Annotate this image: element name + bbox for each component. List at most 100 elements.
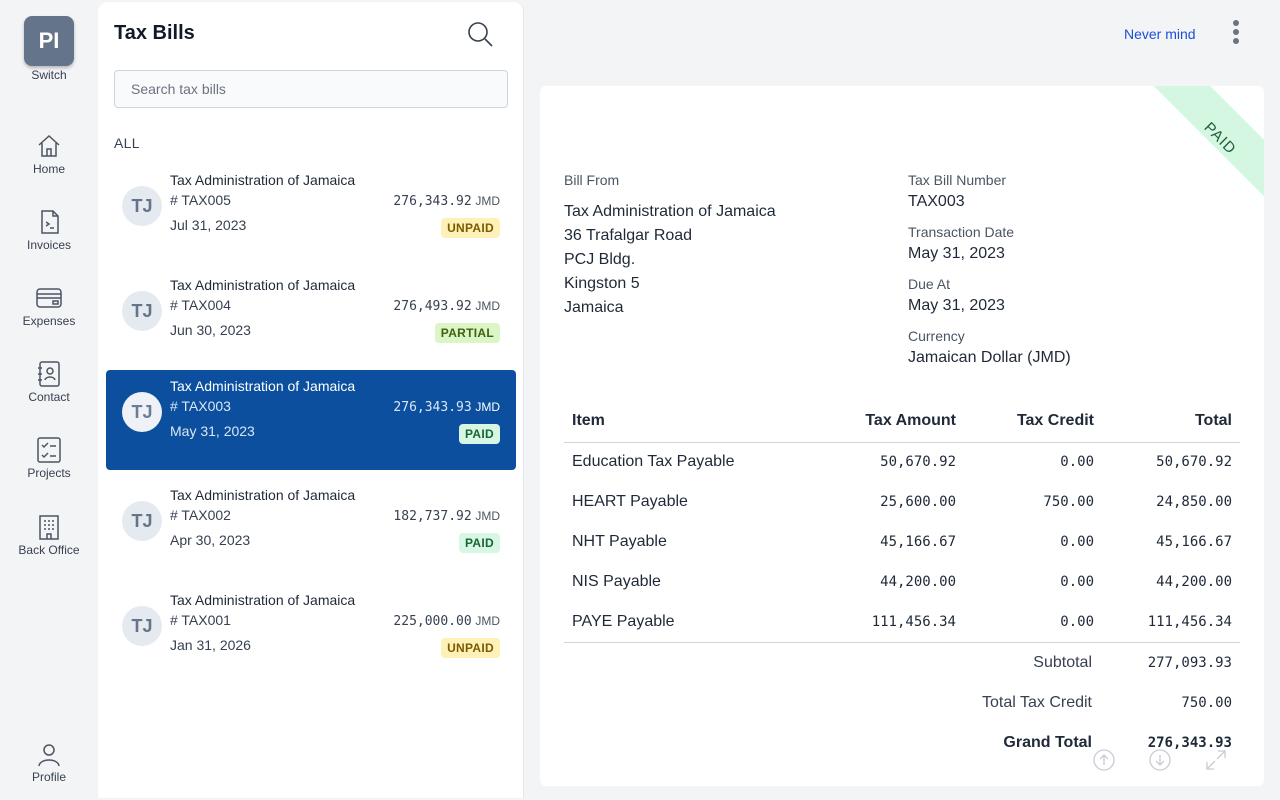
bill-amount-value: 276,343.92 xyxy=(393,194,472,209)
line-total: 24,850.00 xyxy=(1156,494,1232,510)
switch-label[interactable]: Switch xyxy=(31,68,67,82)
grand-total-row: Grand Total 276,343.93 xyxy=(564,724,1240,764)
invoice-icon xyxy=(41,210,59,234)
item-name: NHT Payable xyxy=(572,533,667,550)
nav-item-contact[interactable]: Contact xyxy=(0,360,98,416)
bill-list-item[interactable]: TJ Tax Administration of Jamaica # TAX00… xyxy=(106,269,516,369)
user-icon xyxy=(38,744,60,767)
bill-number: # TAX004 xyxy=(170,297,231,313)
bill-vendor: Tax Administration of Jamaica xyxy=(170,378,356,394)
switch-avatar[interactable]: PI xyxy=(24,16,74,66)
bill-amount-value: 276,493.92 xyxy=(393,299,472,314)
arrow-up-icon[interactable] xyxy=(1092,748,1116,772)
tax-amount: 111,456.34 xyxy=(814,602,964,643)
line-items-table: Item Tax Amount Tax Credit Total Educati… xyxy=(564,400,1240,643)
subtotal-row: Subtotal 277,093.93 xyxy=(564,644,1240,684)
nav-item-expenses[interactable]: Expenses xyxy=(0,284,98,340)
home-icon xyxy=(38,134,60,157)
search-icon[interactable] xyxy=(466,20,494,48)
arrow-down-icon[interactable] xyxy=(1148,748,1172,772)
filter-all-label[interactable]: ALL xyxy=(114,135,140,151)
more-options-icon[interactable] xyxy=(1226,20,1246,50)
address-line: Jamaica xyxy=(564,299,624,316)
credit-card-icon xyxy=(36,288,62,308)
nav-item-home[interactable]: Home xyxy=(0,132,98,188)
bill-number: # TAX001 xyxy=(170,612,231,628)
subtotal-label: Subtotal xyxy=(1033,654,1092,671)
subtotal-value: 277,093.93 xyxy=(1147,655,1232,671)
nav-item-back-office[interactable]: Back Office xyxy=(0,513,98,569)
bill-amount-value: 276,343.93 xyxy=(393,400,472,415)
status-badge: PAID xyxy=(459,424,500,444)
bill-vendor: Tax Administration of Jamaica xyxy=(170,277,356,293)
building-icon xyxy=(39,515,59,540)
currency-label: Currency xyxy=(908,328,965,344)
never-mind-button[interactable]: Never mind xyxy=(1124,26,1196,42)
nav-rail: PI Switch Home Invoices Expenses Contact… xyxy=(0,0,98,800)
table-row: NHT Payable 45,166.67 0.00 45,166.67 xyxy=(564,522,1240,562)
bill-currency: JMD xyxy=(475,299,500,313)
line-total: 45,166.67 xyxy=(1156,534,1232,550)
bill-list-item[interactable]: TJ Tax Administration of Jamaica # TAX00… xyxy=(106,164,516,264)
expand-icon[interactable] xyxy=(1204,748,1228,772)
tax-amount: 25,600.00 xyxy=(880,494,956,510)
transaction-date-value: May 31, 2023 xyxy=(908,245,1005,262)
tax-bill-detail: PAID Bill From Tax Administration of Jam… xyxy=(540,86,1264,786)
address-line: Tax Administration of Jamaica xyxy=(564,203,776,220)
currency-value: Jamaican Dollar (JMD) xyxy=(908,349,1071,366)
tax-amount: 44,200.00 xyxy=(880,574,956,590)
tax-bill-number-value: TAX003 xyxy=(908,193,965,210)
table-row: NIS Payable 44,200.00 0.00 44,200.00 xyxy=(564,562,1240,602)
item-name: NIS Payable xyxy=(572,573,661,590)
nav-label-invoices: Invoices xyxy=(26,238,72,252)
address-line: 36 Trafalgar Road xyxy=(564,227,693,244)
bill-list-item-selected[interactable]: TJ Tax Administration of Jamaica # TAX00… xyxy=(106,370,516,470)
line-total: 44,200.00 xyxy=(1156,574,1232,590)
transaction-date-label: Transaction Date xyxy=(908,224,1015,240)
bill-from-address: Tax Administration of Jamaica 36 Trafalg… xyxy=(564,200,776,320)
vendor-avatar: TJ xyxy=(122,606,162,646)
total-tax-credit-label: Total Tax Credit xyxy=(982,694,1092,711)
due-at-value: May 31, 2023 xyxy=(908,297,1005,314)
nav-label-back-office: Back Office xyxy=(18,543,80,557)
bill-amount: 225,000.00 JMD xyxy=(393,613,500,629)
bill-list-item[interactable]: TJ Tax Administration of Jamaica # TAX00… xyxy=(106,584,516,684)
table-header-row: Item Tax Amount Tax Credit Total xyxy=(564,400,1240,443)
nav-label-contact: Contact xyxy=(28,390,70,404)
bill-amount: 182,737.92 JMD xyxy=(393,508,500,524)
address-line: Kingston 5 xyxy=(564,275,640,292)
tax-credit: 0.00 xyxy=(1060,574,1094,590)
search-input[interactable] xyxy=(114,70,508,108)
tax-credit: 0.00 xyxy=(1060,454,1094,471)
bill-date: Jul 31, 2023 xyxy=(170,217,247,233)
table-row: PAYE Payable 111,456.34 0.00 111,456.34 xyxy=(564,602,1240,643)
table-row: Education Tax Payable 50,670.92 0.00 50,… xyxy=(564,442,1240,482)
bill-date: Jan 31, 2026 xyxy=(170,637,251,653)
vendor-avatar: TJ xyxy=(122,186,162,226)
bill-list-item[interactable]: TJ Tax Administration of Jamaica # TAX00… xyxy=(106,479,516,579)
status-badge: PARTIAL xyxy=(434,323,500,343)
bill-number: # TAX002 xyxy=(170,507,231,523)
column-header-total: Total xyxy=(1102,400,1240,443)
grand-total-label: Grand Total xyxy=(1003,734,1092,751)
line-total: 111,456.34 xyxy=(1102,602,1240,643)
address-line: PCJ Bldg. xyxy=(564,251,636,268)
bill-from-label: Bill From xyxy=(564,172,620,188)
nav-label-profile: Profile xyxy=(31,770,66,784)
bill-amount: 276,493.92 JMD xyxy=(393,298,500,314)
page-title: Tax Bills xyxy=(114,22,195,44)
status-badge: UNPAID xyxy=(441,638,500,658)
status-badge: PAID xyxy=(459,533,500,553)
bill-date: Jun 30, 2023 xyxy=(170,322,251,338)
vendor-avatar: TJ xyxy=(122,501,162,541)
bill-currency: JMD xyxy=(475,400,500,414)
nav-item-projects[interactable]: Projects xyxy=(0,436,98,492)
checklist-icon xyxy=(37,437,61,463)
contact-book-icon xyxy=(38,361,60,387)
column-header-item: Item xyxy=(564,400,814,443)
tax-credit: 0.00 xyxy=(1060,534,1094,550)
column-header-tax-amount: Tax Amount xyxy=(814,400,964,443)
nav-item-profile[interactable]: Profile xyxy=(0,740,98,796)
nav-item-invoices[interactable]: Invoices xyxy=(0,208,98,264)
bill-currency: JMD xyxy=(475,509,500,523)
